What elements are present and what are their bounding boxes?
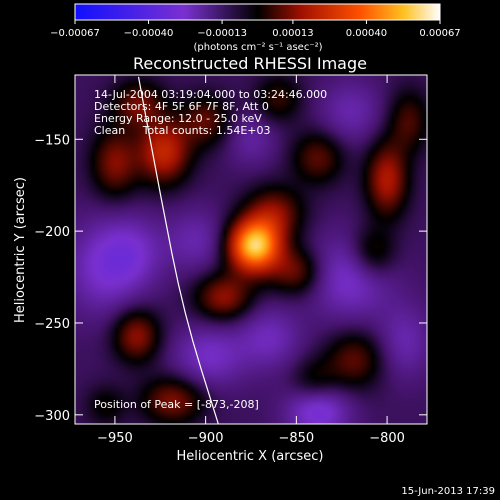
x-axis-label: Heliocentric X (arcsec) — [177, 449, 324, 464]
y-tick-label: −150 — [34, 133, 70, 148]
y-axis-label: Heliocentric Y (arcsec) — [13, 177, 28, 323]
colorbar-tick-label: −0.00067 — [50, 28, 100, 39]
y-axis: −150 −200 −250 −300 — [34, 133, 427, 424]
colorbar-units: (photons cm⁻² s⁻¹ asec⁻²) — [193, 42, 322, 53]
x-axis: −950 −900 −850 −800 — [97, 75, 405, 446]
colorbar-tick-label: 0.00067 — [419, 28, 460, 39]
x-tick-label: −850 — [279, 431, 315, 446]
x-tick-label: −800 — [369, 431, 405, 446]
colorbar-ticks: −0.00067 −0.00040 −0.00013 0.00013 0.00040 0.… — [50, 20, 461, 39]
solar-limb-arc — [137, 76, 219, 424]
plot-frame — [74, 74, 428, 425]
y-tick-label: −300 — [34, 409, 70, 424]
annotation-energy-range: Energy Range: 12.0 - 25.0 keV — [94, 112, 262, 125]
colorbar-tick-label: 0.00013 — [272, 28, 313, 39]
y-tick-label: −200 — [34, 225, 70, 240]
chart-title: Reconstructed RHESSI Image — [133, 54, 367, 73]
colorbar — [74, 3, 441, 21]
colorbar-tick-label: −0.00013 — [197, 28, 247, 39]
y-tick-label: −250 — [34, 317, 70, 332]
colorbar-tick-label: 0.00040 — [346, 28, 387, 39]
annotation-time-range: 14-Jul-2004 03:19:04.000 to 03:24:46.000 — [94, 88, 327, 101]
annotation-clean-counts: Clean Total counts: 1.54E+03 — [94, 124, 271, 137]
heatmap-image — [75, 75, 427, 424]
colorbar-tick-label: −0.00040 — [124, 28, 174, 39]
x-tick-label: −900 — [188, 431, 224, 446]
x-tick-label: −950 — [97, 431, 133, 446]
peak-position-label: Position of Peak = [-873,-208] — [94, 398, 259, 411]
timestamp: 15-Jun-2013 17:39 — [401, 486, 495, 497]
annotation-detectors: Detectors: 4F 5F 6F 7F 8F, Att 0 — [94, 100, 269, 113]
